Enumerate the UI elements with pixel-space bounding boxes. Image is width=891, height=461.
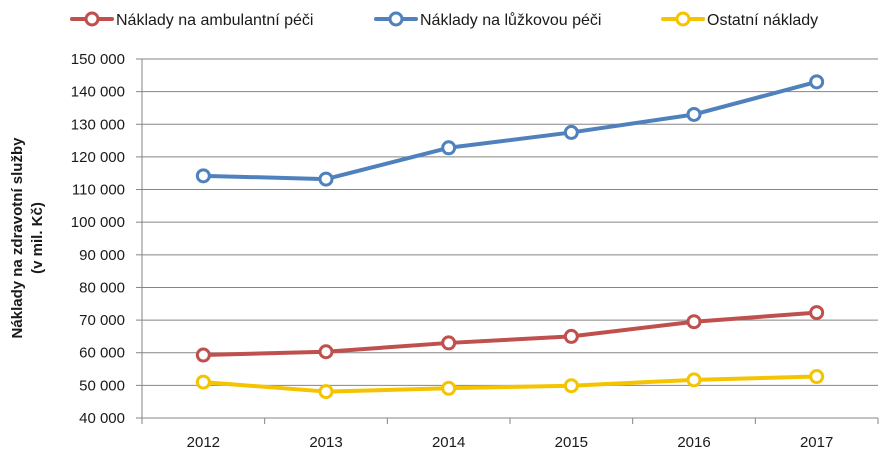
data-point [195, 168, 211, 184]
data-point [686, 314, 702, 330]
data-point [195, 374, 211, 390]
y-tick-label: 150 000 [71, 51, 125, 68]
series-line [201, 79, 819, 182]
data-point [318, 171, 334, 187]
gridlines [136, 58, 879, 424]
y-tick-label: 70 000 [79, 312, 125, 329]
legend: Náklady na ambulantní péči Náklady na lůž… [70, 11, 818, 29]
legend-label: Náklady na lůžkovou péči [420, 11, 601, 29]
data-point [318, 344, 334, 360]
series-group [195, 305, 825, 363]
data-point [318, 384, 334, 400]
y-tick-label: 120 000 [71, 149, 125, 166]
data-point [441, 380, 457, 396]
series-line [201, 374, 819, 394]
data-point [441, 335, 457, 351]
data-point [809, 369, 825, 385]
y-tick-label: 40 000 [79, 410, 125, 427]
y-tick-label: 80 000 [79, 279, 125, 296]
series-layer [195, 74, 825, 400]
legend-marker [388, 11, 404, 27]
legend-marker [84, 11, 100, 27]
data-point [441, 140, 457, 156]
x-tick-label: 2013 [309, 434, 342, 451]
y-axis-title-line2: (v mil. Kč) [29, 202, 46, 274]
legend-item: Náklady na ambulantní péči [70, 11, 313, 29]
legend-label: Ostatní náklady [707, 12, 818, 29]
x-tick-label: 2016 [677, 434, 710, 451]
y-tick-label: 110 000 [72, 182, 125, 199]
series-group [195, 369, 825, 400]
legend-item: Ostatní náklady [661, 11, 818, 29]
x-tick-label: 2015 [555, 434, 588, 451]
data-point [563, 124, 579, 140]
y-axis-title-line1: Náklady na zdravotní služby [9, 137, 26, 339]
data-point [686, 106, 702, 122]
data-point [563, 328, 579, 344]
legend-label: Náklady na ambulantní péči [116, 12, 313, 29]
data-point [809, 74, 825, 90]
legend-item: Náklady na lůžkovou péči [374, 11, 601, 29]
data-point [195, 347, 211, 363]
x-tick-label: 2014 [432, 434, 465, 451]
x-tick-label: 2012 [187, 434, 220, 451]
y-tick-label: 90 000 [79, 247, 125, 264]
y-tick-label: 100 000 [71, 214, 125, 231]
x-axis-tick-labels: 2012 2013 2014 2015 2016 2017 [187, 434, 834, 451]
x-tick-label: 2017 [800, 434, 833, 451]
series-line [201, 310, 819, 358]
y-axis-tick-labels: 40 000 50 000 60 000 70 000 80 000 90 000 100 … [71, 51, 125, 427]
data-point [686, 372, 702, 388]
series-group [195, 74, 825, 187]
data-point [563, 378, 579, 394]
y-tick-label: 50 000 [79, 377, 125, 394]
y-tick-label: 130 000 [71, 116, 125, 133]
legend-marker [675, 11, 691, 27]
y-tick-label: 140 000 [71, 84, 125, 101]
data-point [809, 305, 825, 321]
y-tick-label: 60 000 [79, 345, 125, 362]
